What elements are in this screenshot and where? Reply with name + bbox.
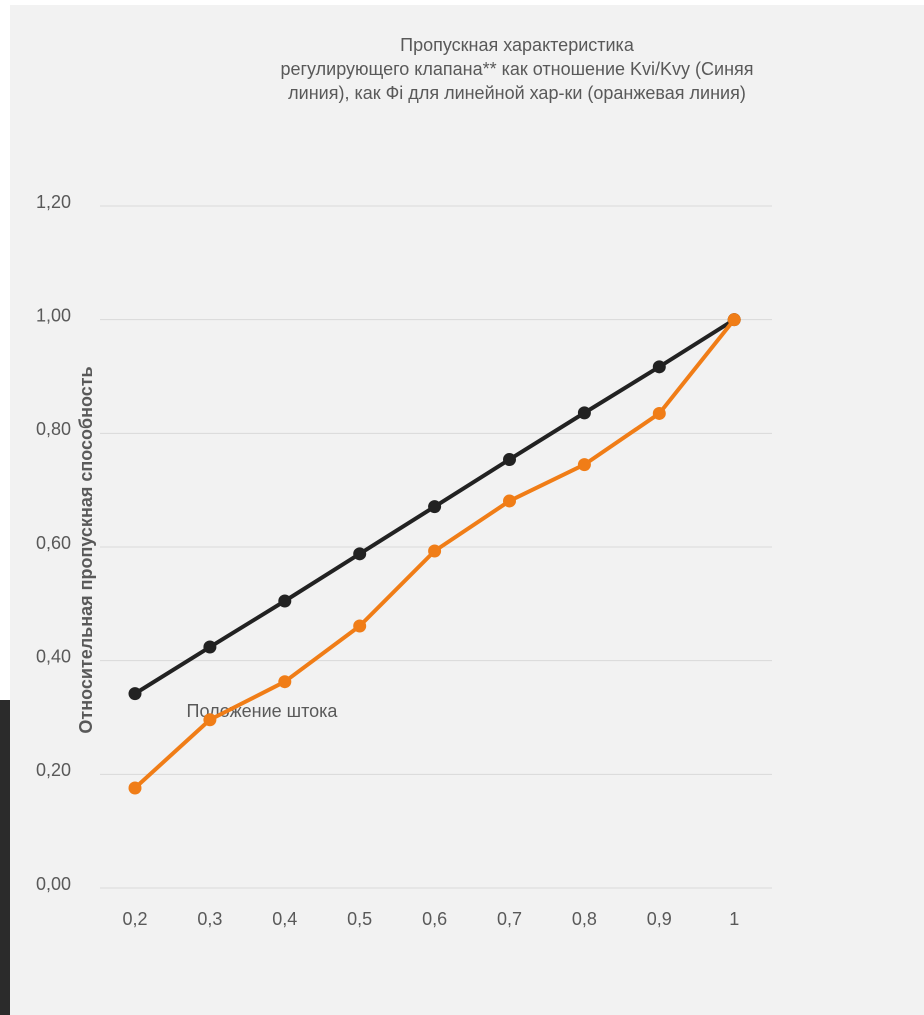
point-marker (353, 547, 366, 560)
point-marker (278, 594, 291, 607)
point-marker (578, 406, 591, 419)
y-tick-label: 0,80 (36, 419, 71, 439)
y-axis-label: Относительная пропускная способность (76, 366, 96, 733)
point-marker (653, 407, 666, 420)
chart-title: линия), как Фi для линейной хар-ки (оран… (288, 83, 746, 103)
background-photo-edge (0, 700, 10, 1015)
point-marker (129, 687, 142, 700)
point-marker (503, 453, 516, 466)
y-tick-label: 0,00 (36, 874, 71, 894)
page: {"chart_data": {"type": "line", "title":… (0, 0, 924, 1015)
y-tick-label: 0,60 (36, 533, 71, 553)
chart-background (10, 5, 924, 1015)
point-marker (278, 675, 291, 688)
y-tick-label: 0,20 (36, 760, 71, 780)
point-marker (129, 781, 142, 794)
chart-title: регулирующего клапана** как отношение Kv… (280, 59, 753, 79)
x-tick-label: 0,4 (272, 909, 297, 929)
point-marker (203, 641, 216, 654)
x-tick-label: 0,5 (347, 909, 372, 929)
point-marker (503, 494, 516, 507)
x-tick-label: 0,3 (197, 909, 222, 929)
x-tick-label: 0,2 (122, 909, 147, 929)
point-marker (428, 544, 441, 557)
chart-title: Пропускная характеристика (400, 35, 635, 55)
point-marker (203, 713, 216, 726)
point-marker (353, 619, 366, 632)
point-marker (653, 360, 666, 373)
y-tick-label: 1,20 (36, 192, 71, 212)
x-tick-label: 0,7 (497, 909, 522, 929)
chart: Положение штока Относительная пропускная… (0, 0, 924, 1015)
y-tick-label: 1,00 (36, 305, 71, 325)
point-marker (728, 313, 741, 326)
x-tick-label: 0,9 (647, 909, 672, 929)
x-tick-label: 0,6 (422, 909, 447, 929)
x-tick-label: 0,8 (572, 909, 597, 929)
point-marker (428, 500, 441, 513)
y-tick-label: 0,40 (36, 646, 71, 666)
x-tick-label: 1 (729, 909, 739, 929)
point-marker (578, 458, 591, 471)
